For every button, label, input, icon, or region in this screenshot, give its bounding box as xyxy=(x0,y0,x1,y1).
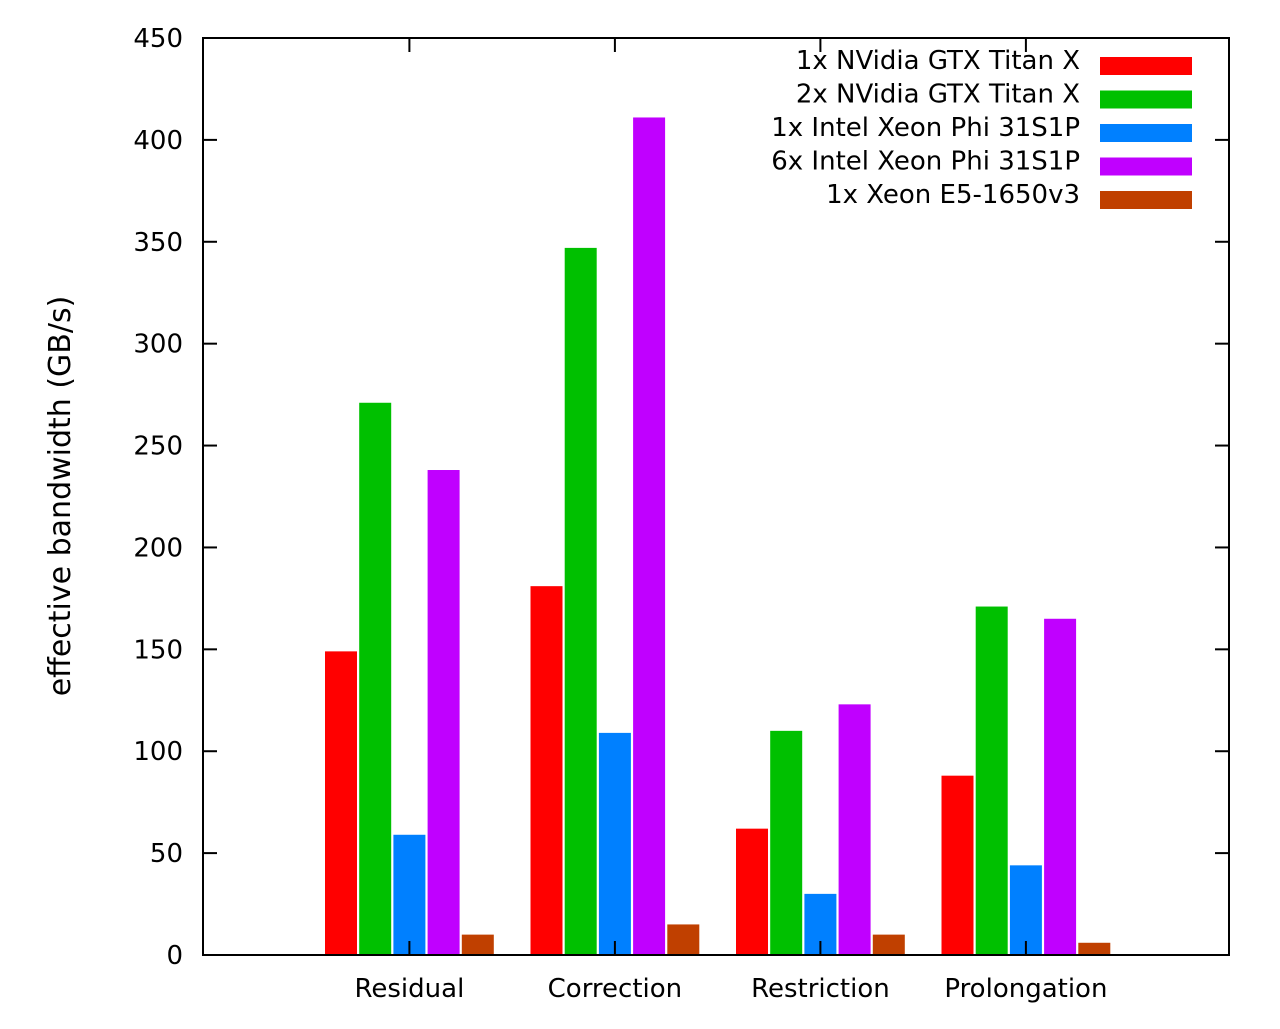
y-tick-label: 200 xyxy=(133,533,183,563)
bar-residual-series-2 xyxy=(359,402,392,955)
x-axis-ticks: Residual Correction Restriction Prolongatio… xyxy=(354,38,1107,1004)
bar-residual-series-3 xyxy=(393,834,426,955)
bar-residual-series-4 xyxy=(427,470,460,955)
bar-prolongation-series-3 xyxy=(1009,865,1042,955)
bar-restriction-series-2 xyxy=(770,730,803,955)
bar-correction-series-1 xyxy=(530,586,563,955)
x-category-label: Restriction xyxy=(751,974,890,1004)
legend-label: 1x NVidia GTX Titan X xyxy=(796,46,1080,76)
legend-label: 1x Xeon E5-1650v3 xyxy=(826,180,1080,210)
bar-residual-series-1 xyxy=(325,651,357,955)
x-category-label: Prolongation xyxy=(944,974,1107,1004)
bar-prolongation-series-1 xyxy=(941,775,974,955)
bar-restriction-series-5 xyxy=(872,934,905,955)
y-axis-title: effective bandwidth (GB/s) xyxy=(43,296,78,697)
legend-swatch xyxy=(1100,124,1192,142)
y-tick-label: 250 xyxy=(133,432,183,462)
legend-swatch xyxy=(1100,57,1192,75)
bar-correction-series-2 xyxy=(564,247,597,955)
bar-correction-series-3 xyxy=(598,732,631,955)
bar-restriction-series-1 xyxy=(736,828,768,955)
bar-correction-series-5 xyxy=(667,924,700,955)
y-tick-label: 100 xyxy=(133,737,183,767)
x-category-label: Correction xyxy=(548,974,683,1004)
y-tick-label: 350 xyxy=(133,228,183,258)
legend-swatch xyxy=(1100,191,1192,209)
bar-correction-series-4 xyxy=(633,117,666,956)
legend-label: 1x Intel Xeon Phi 31S1P xyxy=(771,113,1080,143)
legend-swatch xyxy=(1100,157,1192,176)
y-tick-label: 50 xyxy=(150,839,183,869)
y-tick-label: 150 xyxy=(133,635,183,665)
y-axis-ticks: 0 50 100 150 200 250 300 350 400 450 xyxy=(133,24,1229,971)
y-tick-label: 300 xyxy=(133,330,183,360)
legend: 1x NVidia GTX Titan X 2x NVidia GTX Titan… xyxy=(771,46,1192,210)
bar-prolongation-series-4 xyxy=(1044,618,1077,955)
y-tick-label: 400 xyxy=(133,126,183,156)
legend-swatch xyxy=(1100,90,1192,109)
bar-prolongation-series-2 xyxy=(975,606,1008,955)
bar-prolongation-series-5 xyxy=(1078,942,1111,955)
plot-frame xyxy=(202,37,1230,956)
y-tick-label: 450 xyxy=(133,24,183,54)
bar-restriction-series-4 xyxy=(838,704,871,955)
legend-label: 2x NVidia GTX Titan X xyxy=(796,80,1080,110)
x-category-label: Residual xyxy=(354,974,464,1004)
bars-group xyxy=(325,117,1111,956)
legend-label: 6x Intel Xeon Phi 31S1P xyxy=(771,147,1080,177)
bar-residual-series-5 xyxy=(461,934,494,955)
y-tick-label: 0 xyxy=(166,941,183,971)
